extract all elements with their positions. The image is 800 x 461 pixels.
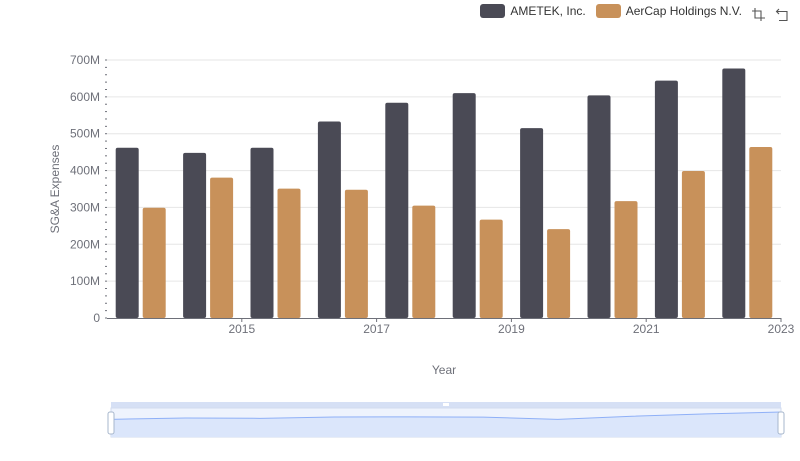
zoom-handle-right[interactable]: [777, 411, 785, 435]
y-tick-label: 600M: [70, 90, 100, 104]
legend-swatch-aercap: [595, 4, 621, 18]
legend-item-ametek[interactable]: AMETEK, Inc.: [480, 4, 586, 18]
bar-ametek-2021[interactable]: [587, 95, 611, 318]
x-tick-label: 2015: [228, 322, 255, 336]
legend-swatch-ametek: [480, 4, 506, 18]
zoom-handle-left[interactable]: [107, 411, 115, 435]
bar-aercap-2022[interactable]: [681, 170, 705, 318]
x-tick-label: 2017: [363, 322, 390, 336]
y-tick-label: 300M: [70, 200, 100, 214]
bar-aercap-2019[interactable]: [479, 219, 503, 318]
grid-lines: [107, 59, 781, 282]
bar-aercap-2016[interactable]: [277, 188, 301, 318]
legend-label-aercap: AerCap Holdings N.V.: [625, 4, 742, 18]
bar-ametek-2014[interactable]: [115, 147, 139, 318]
zoom-grip-icon[interactable]: [443, 403, 449, 406]
y-tick-label: 200M: [70, 237, 100, 251]
chart-legend: AMETEK, Inc. AerCap Holdings N.V.: [470, 4, 742, 18]
restore-icon[interactable]: [775, 7, 790, 22]
bar-aercap-2023[interactable]: [749, 146, 773, 318]
bar-ametek-2018[interactable]: [385, 102, 409, 318]
bar-ametek-2022[interactable]: [654, 80, 678, 318]
bar-aercap-2021[interactable]: [614, 201, 638, 318]
y-tick-label: 0: [93, 311, 100, 325]
bar-aercap-2017[interactable]: [344, 189, 368, 318]
y-tick-label: 700M: [70, 53, 100, 67]
legend-label-ametek: AMETEK, Inc.: [510, 4, 586, 18]
zoom-line: [110, 411, 782, 420]
bar-ametek-2016[interactable]: [250, 147, 274, 318]
y-tick-label: 400M: [70, 164, 100, 178]
bar-ametek-2023[interactable]: [722, 68, 746, 318]
bar-ametek-2017[interactable]: [317, 121, 341, 319]
y-tick-label: 500M: [70, 127, 100, 141]
bar-ametek-2019[interactable]: [452, 93, 476, 319]
y-axis-title: SG&A Expenses: [48, 145, 62, 234]
x-tick-label: 2023: [768, 322, 795, 336]
zoom-icon[interactable]: [751, 7, 766, 22]
x-tick-label: 2021: [633, 322, 660, 336]
bar-aercap-2020[interactable]: [547, 229, 571, 318]
data-zoom-slider[interactable]: [107, 402, 785, 438]
bar-ametek-2015[interactable]: [183, 152, 207, 318]
bars: [115, 68, 773, 319]
y-tick-label: 100M: [70, 274, 100, 288]
bar-aercap-2014[interactable]: [142, 207, 166, 318]
chart-toolbox: [742, 7, 790, 22]
legend-item-aercap[interactable]: AerCap Holdings N.V.: [595, 4, 742, 18]
axes: 0 100M 200M 300M 400M 500M 600M 700M 2015 2017 201…: [70, 53, 795, 336]
bar-aercap-2018[interactable]: [412, 205, 436, 318]
x-axis-title: Year: [432, 363, 456, 377]
x-tick-label: 2019: [498, 322, 525, 336]
bar-ametek-2020[interactable]: [520, 128, 544, 318]
bar-aercap-2015[interactable]: [210, 177, 234, 318]
